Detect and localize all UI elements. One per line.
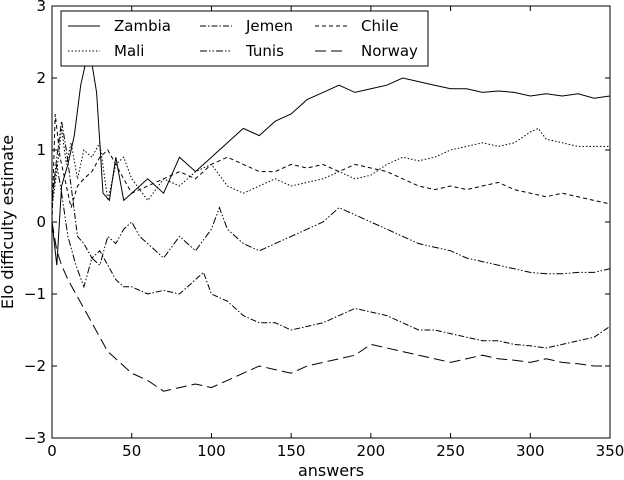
legend: Zambia Mali Jemen Tunis Chile Norway xyxy=(60,10,429,67)
x-axis-label: answers xyxy=(298,461,364,480)
x-tick-label: 150 xyxy=(277,442,306,460)
legend-box xyxy=(60,10,429,67)
x-tick-label: 0 xyxy=(47,442,57,460)
series-line-mali xyxy=(51,127,610,208)
y-tick-label: 0 xyxy=(36,213,46,231)
series-layer xyxy=(51,55,611,392)
series-line-zambia xyxy=(51,55,611,266)
x-tick-label: 350 xyxy=(596,442,624,460)
series-line-jemen xyxy=(51,121,611,349)
x-tick-label: 100 xyxy=(197,442,226,460)
legend-label-tunis: Tunis xyxy=(245,42,284,60)
series-line-tunis xyxy=(51,164,611,289)
legend-label-chile: Chile xyxy=(361,17,399,35)
x-tick-label: 200 xyxy=(357,442,386,460)
series-line-chile xyxy=(51,113,611,223)
y-tick-label: 1 xyxy=(36,141,46,159)
y-axis-label: Elo difficulty estimate xyxy=(0,135,17,309)
tick-layer: 0 50 100 150 200 250 300 350 3 2 1 0 −1 −2 −3 xyxy=(24,0,624,460)
legend-label-mali: Mali xyxy=(114,42,144,60)
y-tick-label: 3 xyxy=(36,0,46,15)
y-tick-label: −2 xyxy=(24,357,46,375)
y-tick-label: −3 xyxy=(24,429,46,447)
y-tick-label: 2 xyxy=(36,69,46,87)
legend-label-jemen: Jemen xyxy=(245,17,293,35)
plot-frame xyxy=(51,5,611,439)
x-tick-label: 300 xyxy=(516,442,545,460)
series-line-norway xyxy=(51,221,610,392)
legend-label-zambia: Zambia xyxy=(114,17,171,35)
x-tick-label: 50 xyxy=(122,442,141,460)
x-tick-label: 250 xyxy=(436,442,465,460)
legend-label-norway: Norway xyxy=(361,42,418,60)
y-tick-label: −1 xyxy=(24,285,46,303)
